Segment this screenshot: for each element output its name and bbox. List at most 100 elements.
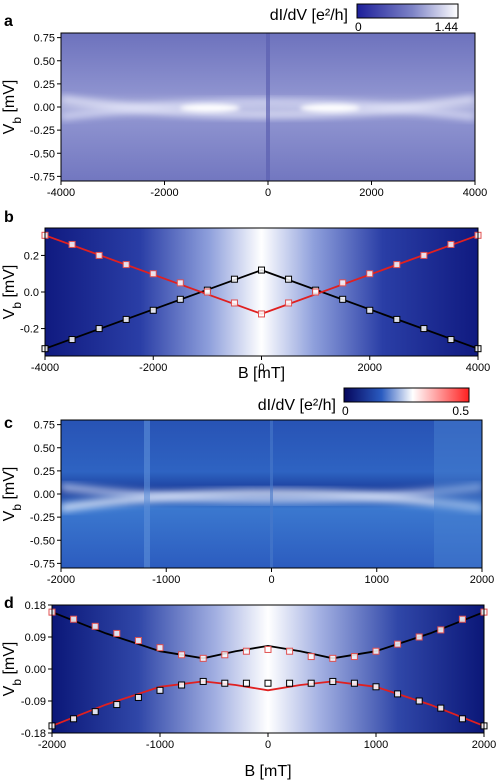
panel-b-series-3-point	[420, 251, 428, 259]
panel-d-series-0-line	[51, 611, 485, 660]
panel-d-series-2-point	[199, 654, 207, 662]
panel-a-xtick-label: -4000	[47, 187, 75, 199]
panel-b-ylabel: Vb [mV]	[1, 265, 24, 320]
panel-c-ytick-label: 0.00	[34, 489, 55, 501]
panel-d-series-2-point	[264, 645, 272, 653]
colorbar-mid-bar	[343, 387, 470, 403]
panel-letter-b: b	[4, 209, 14, 226]
panel-a-xtick-label: 2000	[359, 187, 383, 199]
panel-d-series-3-point	[350, 679, 358, 687]
panel-b-series-3-point	[203, 288, 211, 296]
heatmap-a	[61, 33, 475, 181]
panel-d-series-2-point	[242, 647, 250, 655]
panel-a-xtick-label: 4000	[463, 187, 487, 199]
panel-d-series-2-point	[329, 654, 337, 662]
panel-b-series-3-point	[176, 279, 184, 287]
heatmap-c	[61, 420, 482, 568]
panel-b-series-3-point	[149, 270, 157, 278]
panel-d-series-2-point	[113, 629, 121, 637]
panel-d-series-3-point	[307, 679, 315, 687]
panel-b-series-2-point	[149, 306, 157, 314]
panel-c-xtick-label: 0	[268, 574, 274, 586]
panel-d-series-3-point	[156, 686, 164, 694]
panel-b-xtick-label: -2000	[139, 362, 167, 374]
panel-d-background	[52, 605, 484, 733]
panel-d-series-3-point	[437, 704, 445, 712]
panel-d-xtick-label: 2000	[472, 739, 496, 751]
colorbar-top: dI/dV [e²/h] 0 1.44	[270, 3, 459, 34]
panel-d-series-2-point	[91, 622, 99, 630]
panel-b-series-3-point	[285, 299, 293, 307]
panel-d-series-2-point	[307, 653, 315, 661]
panel-b-series-3-point	[95, 251, 103, 259]
panel-b-background	[45, 228, 478, 356]
panel-c-ytick-label: 0.75	[34, 420, 55, 432]
panel-d-ytick-label: 0.00	[25, 664, 46, 676]
panel-b-series-2-point	[285, 275, 293, 283]
panel-d-series-3-point	[113, 701, 121, 709]
panel-a-ytick-label: -0.75	[30, 171, 55, 183]
panel-b-series-3-point	[312, 288, 320, 296]
panel-d-series-3-point	[415, 697, 423, 705]
panel-d-series-2-point	[156, 644, 164, 652]
panel-b-xtick-label: 0	[258, 362, 264, 374]
panel-b-series-3-point	[366, 270, 374, 278]
panel-b-series-3-point	[258, 310, 265, 318]
colorbar-mid-min: 0	[342, 404, 349, 418]
panel-a-ytick-label: 0.25	[34, 79, 55, 91]
colorbar-mid: dI/dV [e²/h] 0 0.5	[258, 387, 470, 418]
panel-letter-a: a	[4, 13, 13, 30]
panel-d-series-3-point	[286, 679, 294, 687]
panel-c-ytick-label: -0.25	[30, 512, 55, 524]
panel-b-series-2-point	[420, 325, 428, 333]
panel-b-series-2-point	[366, 306, 374, 314]
panel-a-ytick-label: -0.50	[30, 148, 55, 160]
panel-d-xlabel: B [mT]	[244, 763, 291, 780]
panel-c-xtick-label: -1000	[152, 574, 180, 586]
panel-b-series-2-point	[447, 336, 455, 344]
panel-d-ytick-label: -0.18	[21, 728, 46, 740]
colorbar-top-bar	[356, 3, 459, 19]
colorbar-mid-label: dI/dV [e²/h]	[258, 397, 336, 414]
panel-d-xtick-label: -1000	[146, 739, 174, 751]
colorbar-mid-max: 0.5	[452, 404, 469, 418]
panel-c-ytick-label: 0.50	[34, 443, 55, 455]
panel-d-series-2-point	[134, 637, 142, 645]
colorbar-top-min: 0	[355, 20, 362, 34]
panel-b-series-2-point	[122, 315, 130, 323]
panel-d-series-3-point	[264, 679, 272, 687]
panel-d-series-2-point	[178, 651, 186, 659]
panel-a-xtick-label: -2000	[150, 187, 178, 199]
panel-c-ylabel: Vb [mV]	[1, 467, 24, 522]
panel-d-series-1-line	[51, 680, 485, 727]
panel-d-xtick-label: -2000	[38, 739, 66, 751]
panel-b-series-2-point	[68, 336, 76, 344]
panel-b-series-2-point	[176, 295, 184, 303]
panel-c-ytick-label: 0.25	[34, 466, 55, 478]
panel-d-series-3-point	[91, 708, 99, 716]
panel-d-series-2-point	[394, 640, 402, 648]
panel-c-ytick-label: -0.50	[30, 535, 55, 547]
panel-d-ytick-label: 0.18	[25, 600, 46, 612]
panel-a-ytick-label: 0.00	[34, 102, 55, 114]
panel-a-ytick-label: 0.75	[34, 33, 55, 45]
panel-d-series-3-point	[458, 715, 466, 723]
panel-letter-d: d	[4, 595, 14, 612]
panel-b-ytick-label: -0.2	[20, 324, 39, 336]
panel-d-series-2-point	[70, 615, 78, 623]
panel-d-series-3-point	[134, 693, 142, 701]
panel-b-series-3-point	[393, 261, 401, 269]
panel-b-ytick-label: 0.0	[24, 287, 39, 299]
panel-d-series-2-point	[286, 647, 294, 655]
panel-b-series-3-point	[447, 240, 455, 248]
panel-b-series-2-point	[258, 266, 265, 274]
panel-d-series-3-point	[70, 715, 78, 723]
panel-b-xtick-label: 2000	[358, 362, 382, 374]
panel-letter-c: c	[4, 415, 13, 432]
panel-b-series-3-point	[339, 279, 347, 287]
panel-b-series-3-point	[68, 240, 76, 248]
panel-d-ylabel: Vb [mV]	[1, 642, 24, 697]
panel-b-series-2-point	[393, 315, 401, 323]
panel-d-xtick-label: 0	[265, 739, 271, 751]
